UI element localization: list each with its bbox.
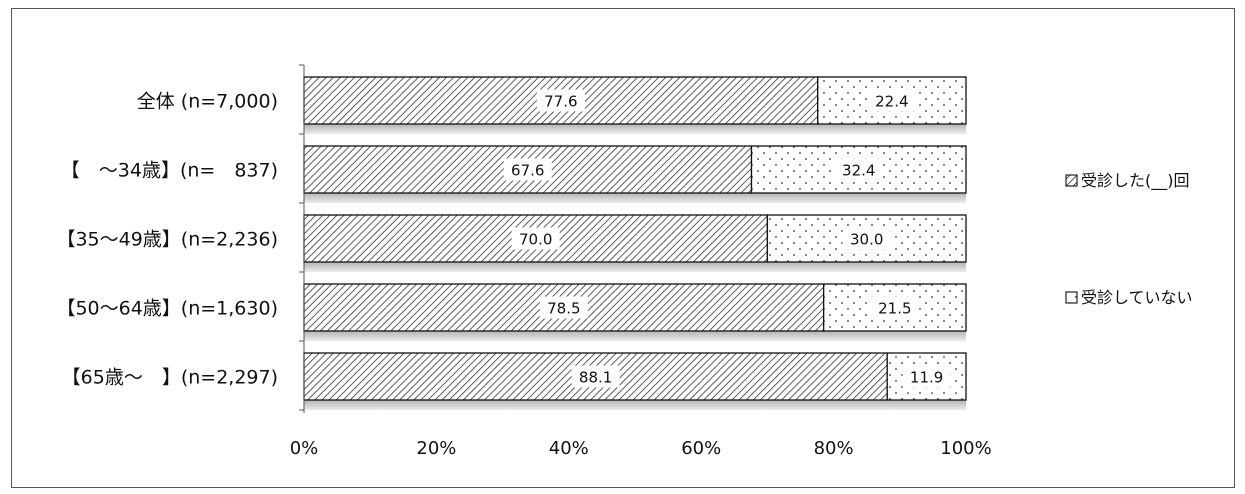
data-label-bg [842, 227, 891, 250]
data-label-bg [870, 296, 919, 319]
data-label-bg [571, 365, 620, 388]
data-label: 77.6 [544, 93, 577, 111]
x-tick-label: 80% [814, 438, 854, 459]
bar-shadow [304, 124, 966, 134]
data-label: 21.5 [878, 300, 911, 318]
legend-label: 受診していない [1081, 288, 1193, 307]
data-label-bg [536, 89, 585, 112]
data-label-bg [539, 296, 588, 319]
category-label: 【65歳～ 】(n=2,297) [62, 367, 278, 389]
category-label: 【 ～34歳】(n= 837) [61, 160, 278, 182]
data-label-bg [902, 365, 951, 388]
legend-label: 受診した(__)回 [1081, 171, 1190, 191]
bar-shadow [304, 400, 966, 410]
data-label: 11.9 [910, 369, 943, 387]
bar-shadow [304, 193, 966, 203]
data-label-bg [511, 227, 560, 250]
data-label: 88.1 [579, 369, 612, 387]
x-tick-label: 40% [549, 438, 589, 459]
data-label: 70.0 [519, 231, 552, 249]
x-tick-label: 0% [290, 438, 319, 459]
data-label: 30.0 [850, 231, 883, 249]
bar-shadow [304, 262, 966, 272]
category-label: 【35～49歳】(n=2,236) [56, 229, 278, 251]
legend-swatch [1065, 174, 1078, 187]
data-label: 67.6 [511, 162, 544, 180]
data-label-bg [834, 158, 883, 181]
category-label: 【50～64歳】(n=1,630) [56, 298, 278, 320]
x-tick-label: 100% [940, 438, 991, 459]
x-tick-label: 20% [416, 438, 456, 459]
data-label-bg [503, 158, 552, 181]
bar-shadow [304, 331, 966, 341]
legend-swatch [1065, 291, 1078, 304]
category-label: 全体 (n=7,000) [137, 91, 278, 113]
data-label-bg [867, 89, 916, 112]
data-label: 22.4 [875, 93, 908, 111]
data-label: 78.5 [547, 300, 580, 318]
data-label: 32.4 [842, 162, 875, 180]
x-tick-label: 60% [681, 438, 721, 459]
